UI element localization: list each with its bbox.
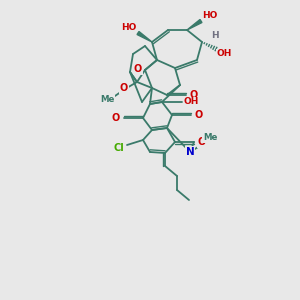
Text: O: O	[120, 83, 128, 93]
Text: O: O	[198, 137, 206, 147]
Text: Me: Me	[100, 95, 114, 104]
Polygon shape	[187, 20, 202, 30]
Text: H: H	[211, 32, 219, 40]
Text: HO: HO	[202, 11, 218, 20]
Text: OH: OH	[183, 98, 199, 106]
Text: O: O	[134, 64, 142, 74]
Text: HO: HO	[121, 23, 137, 32]
Text: O: O	[195, 110, 203, 120]
Text: Me: Me	[203, 134, 217, 142]
Polygon shape	[137, 32, 152, 42]
Text: N: N	[186, 147, 194, 157]
Text: OH: OH	[216, 50, 232, 58]
Text: O: O	[112, 113, 120, 123]
Text: O: O	[190, 90, 198, 100]
Text: Cl: Cl	[114, 143, 124, 153]
